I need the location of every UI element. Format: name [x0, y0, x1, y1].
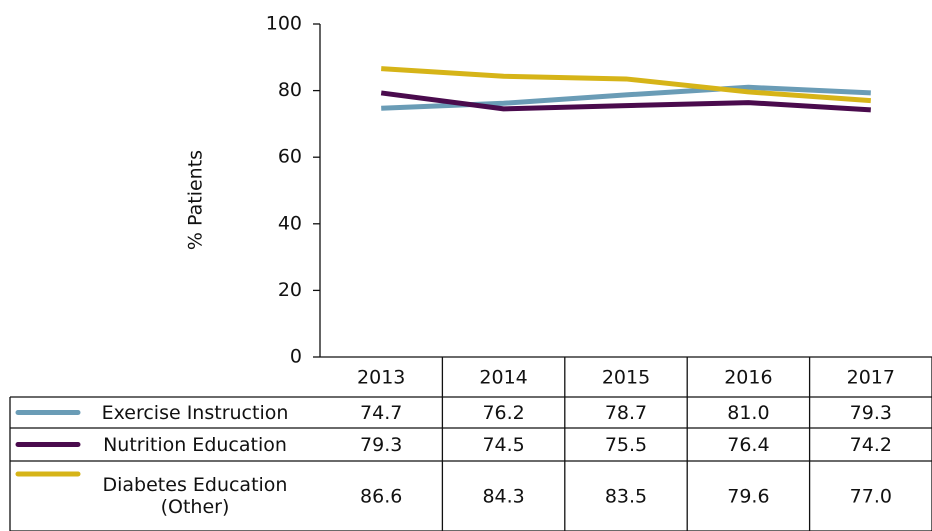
x-tick-label: 2017: [847, 367, 895, 389]
y-tick-label: 100: [266, 13, 302, 35]
legend-label-box: Nutrition Education: [103, 433, 287, 456]
legend-label: Diabetes Education (Other): [102, 474, 288, 518]
y-tick-label: 20: [278, 279, 302, 301]
table-value: 79.3: [850, 402, 892, 424]
table-value: 79.3: [360, 434, 402, 456]
table-value: 76.2: [482, 402, 524, 424]
x-tick-label: 2014: [479, 367, 527, 389]
x-tick-label: 2016: [724, 367, 772, 389]
table-value: 79.6: [727, 486, 769, 508]
table-value: 83.5: [605, 486, 647, 508]
table-value: 75.5: [605, 434, 647, 456]
legend-label: Nutrition Education: [103, 433, 287, 456]
line-series: [381, 66, 871, 104]
x-tick-label: 2015: [602, 367, 650, 389]
legend-label-box: Diabetes Education (Other): [102, 474, 288, 518]
y-tick-label: 0: [290, 346, 302, 368]
table-value: 78.7: [605, 402, 647, 424]
y-tick-label: 60: [278, 146, 302, 168]
table-value: 86.6: [360, 486, 402, 508]
legend-label: Exercise Instruction: [101, 401, 289, 424]
y-tick-label: 80: [278, 79, 302, 101]
table-value: 74.5: [482, 434, 524, 456]
x-tick-label: 2013: [357, 367, 405, 389]
y-axis-label: % Patients: [185, 150, 207, 250]
y-tick-label: 40: [278, 212, 302, 234]
line-series: [380, 90, 871, 113]
table-value: 84.3: [482, 486, 524, 508]
table-value: 74.2: [850, 434, 892, 456]
table-value: 81.0: [727, 402, 769, 424]
legend-label-box: Exercise Instruction: [101, 401, 289, 424]
table-value: 77.0: [850, 486, 892, 508]
table-value: 76.4: [727, 434, 769, 456]
table-value: 74.7: [360, 402, 402, 424]
